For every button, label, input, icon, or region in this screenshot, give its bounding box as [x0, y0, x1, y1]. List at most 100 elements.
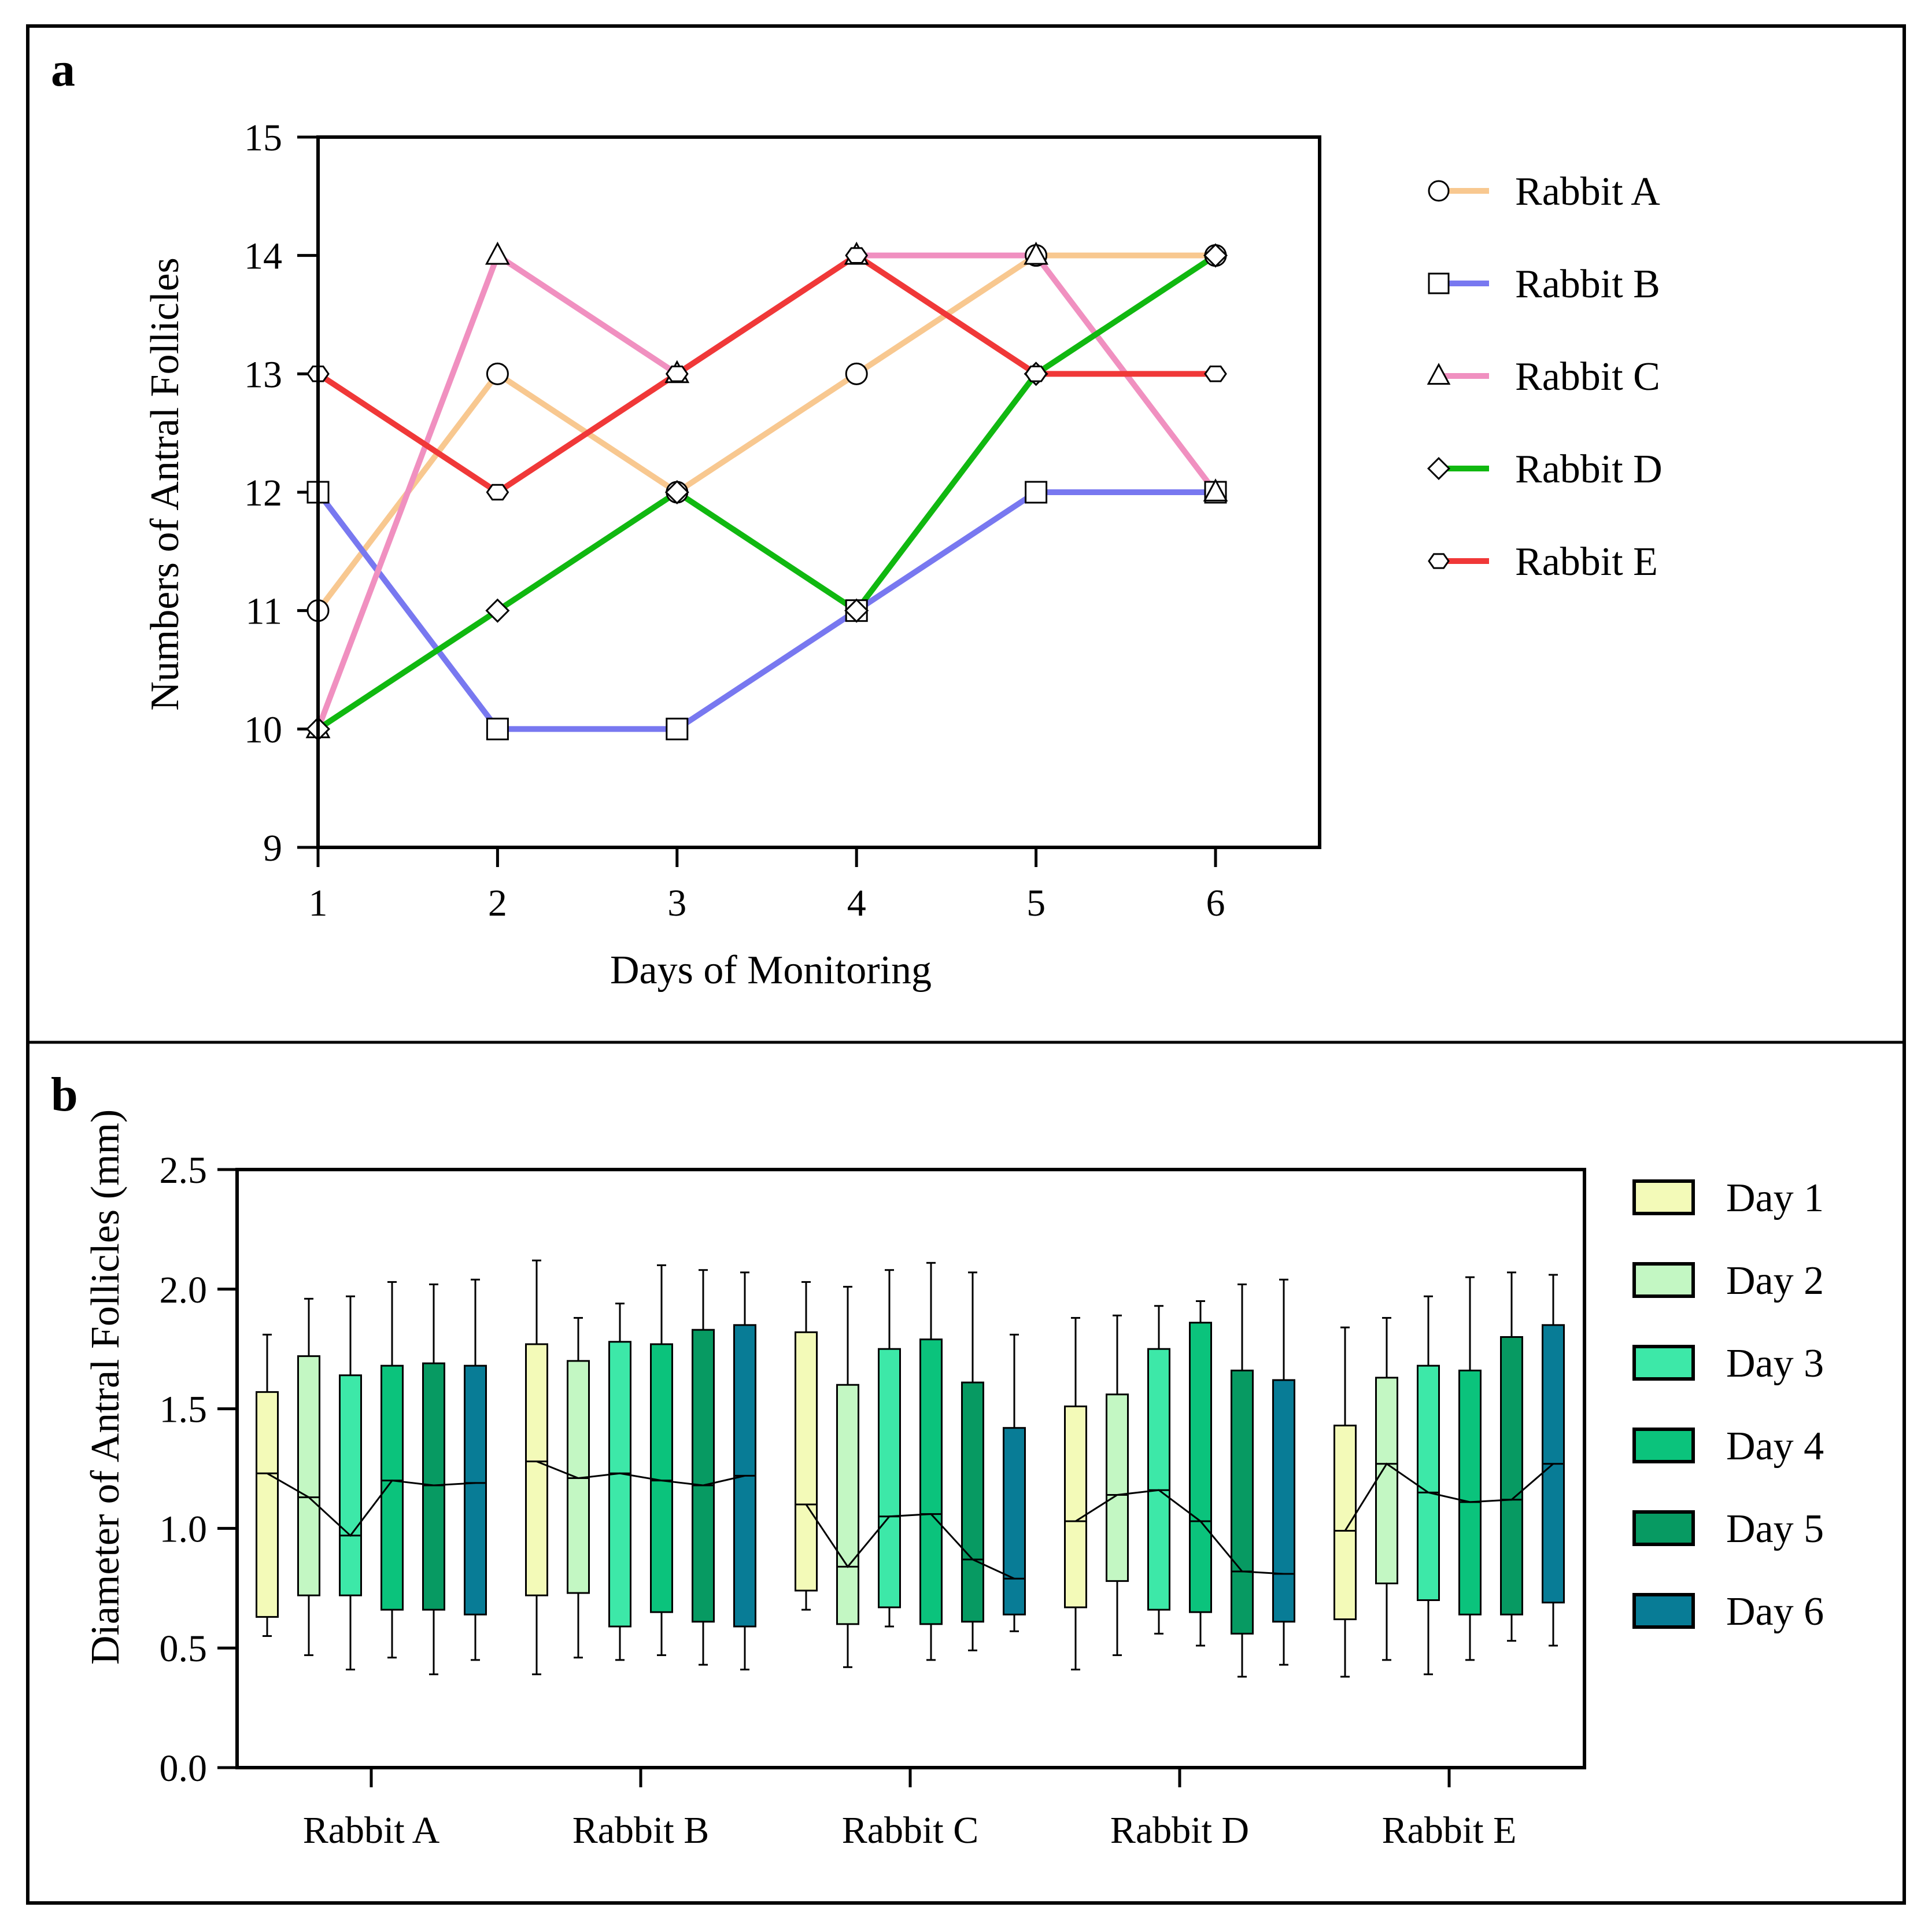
b-y-tick-label-0.5: 0.5 — [160, 1628, 208, 1670]
panel-a-legend: Rabbit A Rabbit B Rabbit C Rabbit D Rabbit E — [1427, 169, 1663, 584]
median-trend-rabbit-a — [267, 1472, 476, 1537]
box-rabbit-a-day-5 — [422, 1362, 445, 1611]
b-y-tick-label-1.0: 1.0 — [160, 1508, 208, 1550]
legend-marker-rabbit-a — [1428, 180, 1450, 202]
y-tick-label-11: 11 — [245, 591, 282, 633]
legend-marker-rabbit-b — [1428, 272, 1450, 294]
point-rabbit-d-day-3 — [664, 480, 689, 505]
box-rabbit-d-day-5 — [1231, 1369, 1254, 1635]
legend-marker-rabbit-d — [1427, 457, 1450, 480]
point-rabbit-e-day-4 — [845, 247, 869, 264]
b-y-tick-label-2.0: 2.0 — [160, 1269, 208, 1311]
figure-frame — [26, 24, 1906, 1905]
legend-swatch-day-4 — [1632, 1428, 1695, 1463]
box-rabbit-c-day-6 — [1003, 1427, 1026, 1616]
panel-b-legend: Day 1 Day 2 Day 3 Day 4 Day 5 Day 6 — [1632, 1176, 1824, 1634]
box-rabbit-e-day-2 — [1375, 1377, 1398, 1585]
panel-a-letter: a — [51, 43, 75, 97]
box-rabbit-d-day-4 — [1189, 1322, 1212, 1613]
point-rabbit-b-day-2 — [486, 717, 509, 740]
legend-swatch-day-1 — [1632, 1179, 1695, 1215]
point-rabbit-c-day-6 — [1203, 478, 1228, 501]
legend-swatch-day-3 — [1632, 1345, 1695, 1381]
box-rabbit-a-day-3 — [339, 1374, 362, 1596]
box-rabbit-c-day-1 — [795, 1331, 818, 1592]
legend-label-day-5: Day 5 — [1726, 1507, 1824, 1551]
series-line-rabbit-d — [316, 253, 1217, 732]
x-tick-label-5: 5 — [1026, 882, 1046, 924]
legend-marker-rabbit-e — [1428, 553, 1450, 569]
legend-label-day-6: Day 6 — [1726, 1589, 1824, 1634]
box-rabbit-e-day-3 — [1417, 1364, 1440, 1601]
b-x-tick-label-rabbit-a: Rabbit A — [303, 1809, 440, 1851]
point-rabbit-d-day-4 — [844, 598, 869, 623]
point-rabbit-e-day-6 — [1204, 366, 1227, 382]
x-tick-label-1: 1 — [309, 882, 328, 924]
series-line-rabbit-e — [316, 252, 1216, 496]
point-rabbit-c-day-2 — [485, 241, 510, 265]
legend-label-day-2: Day 2 — [1726, 1259, 1824, 1303]
point-rabbit-c-day-5 — [1024, 241, 1049, 265]
panel-b-letter: b — [51, 1068, 78, 1122]
point-rabbit-e-day-3 — [665, 366, 689, 382]
legend-label-rabbit-c: Rabbit C — [1515, 355, 1660, 399]
box-rabbit-d-day-2 — [1106, 1393, 1129, 1582]
box-rabbit-a-day-2 — [297, 1355, 320, 1596]
median-trend-rabbit-e — [1344, 1462, 1554, 1532]
y-tick-label-12: 12 — [244, 472, 282, 514]
panel-b-y-axis-title: Diameter of Antral Follicles (mm) — [83, 1109, 128, 1665]
b-y-tick-label-2.5: 2.5 — [160, 1149, 208, 1192]
median-trend-rabbit-b — [536, 1460, 745, 1487]
y-tick-label-13: 13 — [244, 353, 282, 396]
panel-a-y-axis-title: Numbers of Antral Follicles — [143, 257, 187, 711]
median-trend-rabbit-c — [805, 1504, 1015, 1580]
y-tick-label-14: 14 — [244, 235, 282, 278]
box-rabbit-b-day-5 — [692, 1329, 715, 1623]
legend-label-day-4: Day 4 — [1726, 1424, 1824, 1469]
x-tick-label-2: 2 — [488, 882, 507, 924]
legend-swatch-day-2 — [1632, 1262, 1695, 1298]
panel-b-plot-area: 0.0 0.5 1.0 1.5 2.0 2.5 Rabbit A Rabbit B Rabbit… — [160, 1149, 1586, 1851]
legend-label-day-1: Day 1 — [1726, 1176, 1824, 1220]
box-rabbit-a-day-4 — [381, 1364, 404, 1611]
point-rabbit-b-day-3 — [666, 717, 689, 740]
box-rabbit-a-day-6 — [464, 1364, 487, 1616]
x-tick-label-6: 6 — [1206, 882, 1225, 924]
panel-b: b 0.0 0.5 1.0 1.5 2.0 2.5 Rabbit A Rabbit B Rabb… — [51, 1068, 1824, 1851]
point-rabbit-d-day-6 — [1203, 243, 1228, 268]
legend-label-rabbit-a: Rabbit A — [1515, 169, 1660, 214]
box-rabbit-d-day-1 — [1064, 1405, 1087, 1609]
panel-b-plot-frame — [235, 1168, 1586, 1769]
legend-swatch-day-6 — [1632, 1593, 1695, 1629]
box-rabbit-d-day-3 — [1147, 1348, 1170, 1611]
point-rabbit-d-day-2 — [485, 598, 510, 623]
box-rabbit-c-day-4 — [919, 1338, 943, 1625]
y-tick-label-15: 15 — [244, 117, 282, 159]
b-x-tick-label-rabbit-b: Rabbit B — [572, 1809, 710, 1851]
box-rabbit-e-day-1 — [1333, 1425, 1357, 1621]
y-tick-label-10: 10 — [244, 709, 282, 751]
b-x-tick-label-rabbit-d: Rabbit D — [1110, 1809, 1249, 1851]
b-x-tick-label-rabbit-e: Rabbit E — [1382, 1809, 1517, 1851]
box-rabbit-e-day-5 — [1500, 1336, 1523, 1616]
median-trend-rabbit-d — [1075, 1489, 1284, 1575]
legend-swatch-day-5 — [1632, 1510, 1695, 1546]
series-line-rabbit-a — [316, 252, 1216, 613]
legend-label-day-3: Day 3 — [1726, 1341, 1824, 1386]
b-y-tick-label-0.0: 0.0 — [160, 1747, 208, 1790]
box-rabbit-c-day-5 — [961, 1381, 984, 1623]
point-rabbit-a-day-2 — [486, 362, 509, 385]
legend-label-rabbit-e: Rabbit E — [1515, 540, 1658, 584]
panel-a-x-axis-title: Days of Monitoring — [610, 948, 932, 993]
box-rabbit-b-day-4 — [650, 1343, 673, 1613]
point-rabbit-a-day-4 — [845, 362, 868, 385]
legend-label-rabbit-d: Rabbit D — [1515, 447, 1663, 492]
box-rabbit-b-day-3 — [608, 1341, 631, 1628]
point-rabbit-e-day-2 — [486, 484, 509, 501]
box-rabbit-b-day-1 — [525, 1343, 548, 1596]
point-rabbit-e-day-5 — [1024, 366, 1048, 382]
y-tick-label-9: 9 — [263, 827, 282, 869]
b-x-tick-label-rabbit-c: Rabbit C — [842, 1809, 979, 1851]
